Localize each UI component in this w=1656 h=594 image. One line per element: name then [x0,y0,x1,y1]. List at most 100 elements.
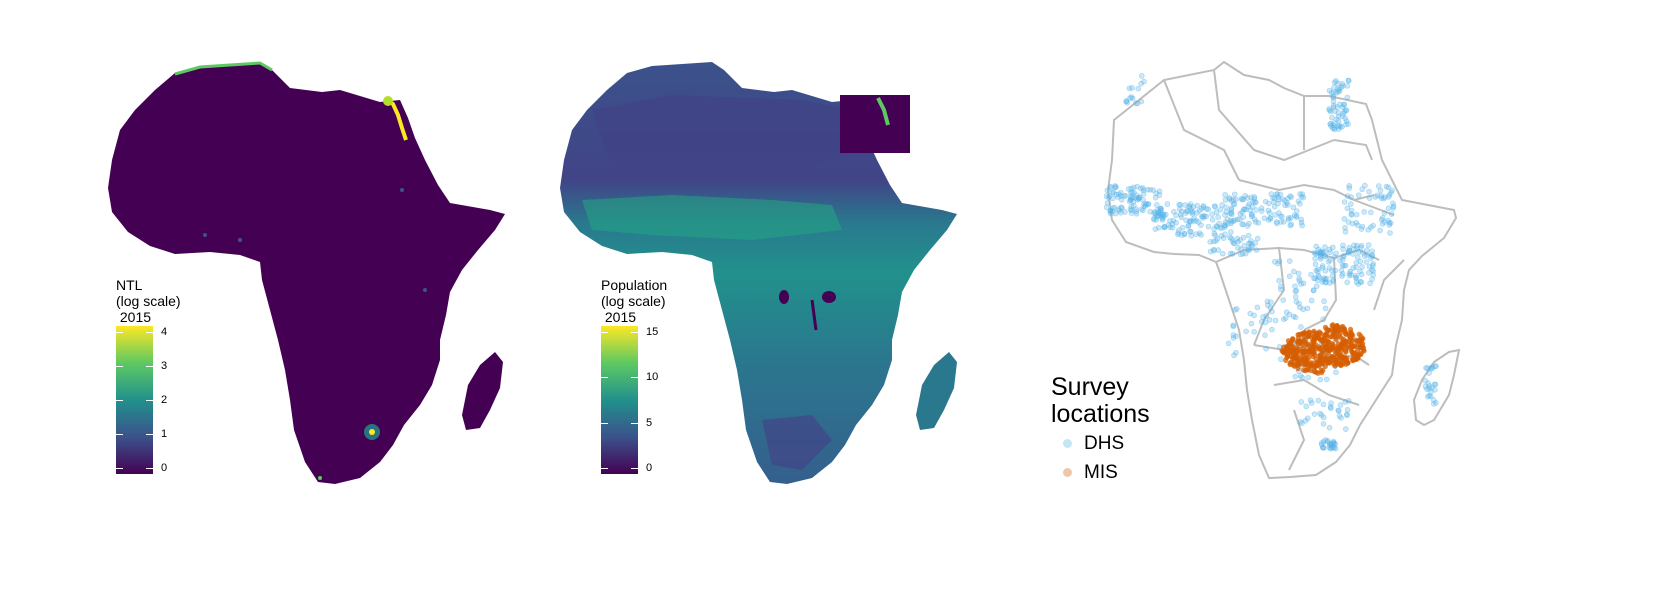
dhs-point [1319,279,1326,285]
dhs-point [1296,275,1302,282]
dhs-point [1225,340,1232,347]
mis-point [1294,347,1300,353]
dhs-point [1266,317,1273,323]
dhs-point [1292,373,1299,380]
dhs-point [1130,184,1137,191]
dhs-point [1381,210,1388,216]
dhs-point [1290,204,1297,211]
dhs-point [1322,305,1329,312]
dhs-point [1140,191,1147,197]
dhs-point [1337,257,1343,264]
dhs-point [1167,224,1173,231]
dhs-point [1247,240,1253,247]
dhs-point [1231,352,1237,359]
dhs-point [1200,215,1207,221]
dhs-point [1238,195,1245,202]
dhs-point [1249,204,1256,210]
colorbar-tick-label: 5 [646,416,653,429]
dhs-point [1320,421,1327,427]
dhs-point [1262,319,1269,326]
colorbar-tick-mark [116,434,123,435]
dhs-point [1107,185,1114,191]
dhs-point [1347,268,1354,275]
dhs-point [1305,374,1311,381]
dhs-point [1296,278,1303,284]
dhs-point [1365,226,1372,233]
mis-point [1323,332,1329,338]
dhs-point [1292,288,1299,295]
colorbar-tick-mark [631,377,638,379]
dhs-point [1272,258,1278,265]
dhs-point [1164,201,1171,207]
population-africa-map [560,62,957,484]
dhs-point [1279,196,1286,202]
dhs-point [1230,201,1237,207]
dhs-point [1370,262,1376,269]
north-coast-lights [174,61,273,76]
dhs-point [1333,369,1339,376]
dhs-point [1359,223,1366,230]
dhs-point [1326,424,1333,431]
dhs-point [1342,115,1348,122]
dhs-point [1291,268,1297,275]
mis-point [1360,344,1366,350]
dhs-point [1327,404,1334,410]
dhs-point [1213,223,1220,229]
mis-point [1295,341,1302,347]
colorbar-tick-label: 0 [161,462,168,474]
dhs-point [1330,277,1336,283]
dhs-point [1320,414,1327,421]
dhs-point [1187,201,1194,207]
dhs-point [1280,297,1286,303]
dhs-point [1219,202,1225,208]
dhs-point [1128,210,1135,216]
cairo-lights [383,96,393,106]
dhs-point [1366,263,1373,270]
mis-point [1323,344,1329,350]
dhs-point [1116,206,1122,213]
mis-point [1288,340,1294,346]
dhs-point [1348,194,1354,200]
dhs-point [1260,314,1266,320]
colorbar-tick-mark [601,377,608,379]
mis-point [1350,350,1356,356]
mis-point [1301,345,1307,351]
dhs-point [1161,223,1168,230]
dhs-point [1292,283,1298,290]
dhs-point [1342,426,1349,432]
dhs-point [1379,221,1386,227]
colorbar-tick-mark [601,468,608,469]
dhs-point [1283,309,1290,316]
mis-point [1284,354,1290,361]
dhs-point [1313,243,1320,250]
dhs-point [1133,210,1140,217]
dhs-point [1196,230,1203,237]
dhs-point [1328,114,1335,121]
dhs-point [1157,205,1164,212]
dhs-point [1274,191,1281,197]
dhs-point [1315,268,1321,275]
dhs-point [1370,222,1376,229]
mis-point [1318,330,1324,336]
dhs-point [1126,85,1133,92]
dhs-point [1339,270,1346,277]
dhs-point [1275,260,1281,267]
dhs-point [1351,246,1357,253]
mis-point [1298,354,1304,360]
colorbar-tick-label: 1 [161,428,168,440]
mis-point [1332,334,1338,340]
dhs-point [1278,283,1284,290]
dhs-point [1335,118,1342,124]
dhs-point [1330,278,1336,285]
dhs-point [1269,326,1275,333]
dhs-point [1293,208,1300,214]
dhs-point [1430,397,1437,403]
dhs-point [1326,280,1333,286]
dhs-point [1210,238,1217,245]
dhs-point [1369,248,1375,255]
dhs-point [1124,99,1131,106]
dhs-point [1152,194,1159,201]
mis-point [1306,354,1312,361]
dhs-point [1268,191,1275,197]
dhs-point [1293,214,1300,220]
